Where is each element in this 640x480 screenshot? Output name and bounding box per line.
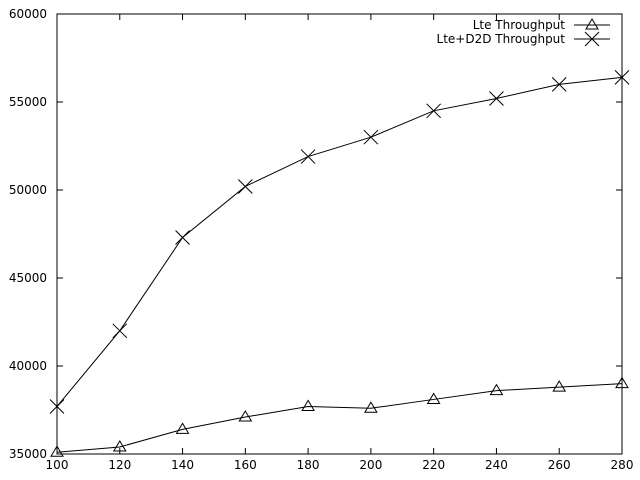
data-point [426, 103, 442, 119]
x-tick-label: 260 [548, 458, 571, 472]
x-tick-label: 140 [171, 458, 194, 472]
data-point [112, 323, 128, 339]
data-point [49, 399, 65, 414]
axis-ticks: 100 120 140 160 180 200 220 240 260 280 35000 40000… [9, 7, 634, 472]
series-layer [49, 70, 630, 457]
x-tick-label: 240 [485, 458, 508, 472]
x-tick-label: 120 [108, 458, 131, 472]
data-point [237, 179, 253, 194]
data-point [175, 422, 190, 434]
data-point [364, 401, 378, 413]
x-tick-label: 100 [46, 458, 69, 472]
y-tick-label: 40000 [9, 359, 47, 373]
x-tick-label: 280 [611, 458, 634, 472]
legend-marker [585, 18, 599, 30]
x-tick-label: 180 [297, 458, 320, 472]
data-point [300, 149, 316, 164]
y-tick-label: 55000 [9, 95, 47, 109]
legend-marker [584, 31, 600, 47]
x-tick-label: 200 [359, 458, 382, 472]
data-point [363, 129, 379, 145]
data-point [614, 70, 630, 85]
x-tick-label: 160 [234, 458, 257, 472]
series-line [56, 76, 623, 407]
data-point [112, 439, 127, 452]
data-point [426, 392, 441, 404]
data-point [489, 91, 504, 106]
y-tick-label: 35000 [9, 447, 47, 461]
data-point [301, 399, 315, 411]
data-point [238, 410, 253, 422]
series-2 [49, 70, 630, 414]
data-point [50, 445, 64, 457]
data-point [551, 77, 567, 92]
data-point [489, 383, 504, 396]
data-point [175, 230, 190, 245]
x-tick-label: 220 [422, 458, 445, 472]
y-tick-label: 60000 [9, 7, 47, 21]
series-1 [50, 376, 629, 457]
y-tick-label: 45000 [9, 271, 47, 285]
y-tick-label: 50000 [9, 183, 47, 197]
data-point [552, 380, 567, 392]
series-line [56, 383, 623, 453]
legend-label: Lte Throughput [473, 18, 566, 32]
data-point [615, 376, 629, 389]
plot-frame [56, 13, 623, 455]
legend-label: Lte+D2D Throughput [437, 32, 566, 46]
